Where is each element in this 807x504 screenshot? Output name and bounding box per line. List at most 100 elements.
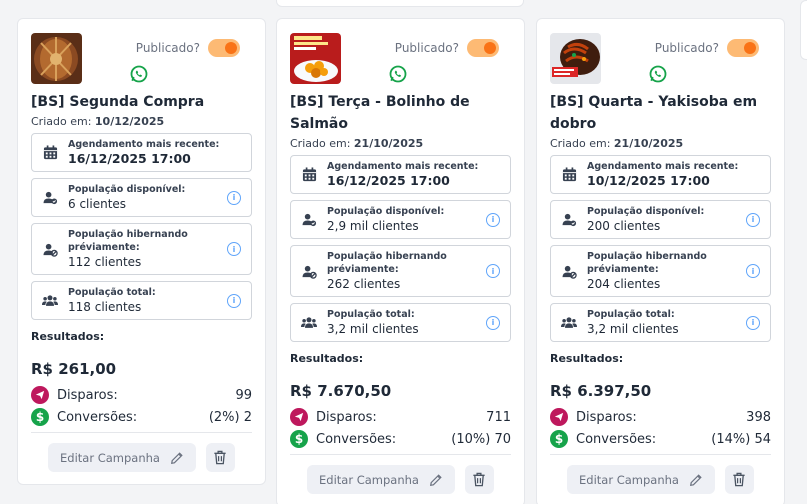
info-icon[interactable]: i bbox=[746, 315, 760, 330]
campaign-card: Publicado? [BS] Quarta - Yakisoba em dob… bbox=[536, 18, 785, 504]
info-icon[interactable]: i bbox=[227, 242, 241, 256]
hibernating-pop-value: 262 clientes bbox=[327, 277, 401, 291]
campaign-thumbnail bbox=[31, 33, 82, 84]
delete-campaign-button[interactable] bbox=[464, 465, 494, 494]
info-icon[interactable]: i bbox=[227, 293, 241, 308]
revenue-value: R$ 7.670,50 bbox=[290, 382, 392, 400]
trash-icon bbox=[214, 450, 227, 465]
edit-campaign-button[interactable]: Editar Campanha bbox=[307, 465, 455, 494]
hibernating-pop-value: 204 clientes bbox=[587, 277, 661, 291]
publish-toggle-group: Publicado? bbox=[655, 39, 759, 57]
send-icon bbox=[550, 408, 568, 426]
user-blocked-icon bbox=[561, 263, 577, 279]
publish-toggle[interactable] bbox=[208, 39, 240, 57]
card-stub-right bbox=[800, 0, 807, 60]
created-date: Criado em: 21/10/2025 bbox=[290, 137, 424, 150]
publish-toggle-group: Publicado? bbox=[395, 39, 499, 57]
publish-label: Publicado? bbox=[135, 41, 200, 55]
campaign-title: [BS] Quarta - Yakisoba em dobro bbox=[550, 94, 758, 132]
calendar-icon bbox=[561, 167, 577, 183]
publish-toggle[interactable] bbox=[467, 39, 499, 57]
dollar-icon: $ bbox=[290, 430, 308, 448]
available-pop-box: População disponível: 6 clientes i bbox=[31, 178, 252, 217]
campaign-card: Publicado? [BS] Segunda Compra Criado em… bbox=[17, 18, 266, 485]
pencil-icon bbox=[689, 473, 702, 486]
conversions-value: (2%) 2 bbox=[208, 409, 252, 425]
info-icon[interactable]: i bbox=[227, 190, 241, 205]
total-pop-value: 118 clientes bbox=[68, 300, 142, 314]
available-pop-box: População disponível: 2,9 mil clientes i bbox=[290, 200, 511, 239]
user-check-icon bbox=[301, 212, 317, 228]
calendar-icon bbox=[301, 167, 317, 183]
edit-campaign-button[interactable]: Editar Campanha bbox=[48, 443, 196, 472]
last-schedule-value: 16/12/2025 17:00 bbox=[68, 151, 191, 166]
hibernating-pop-value: 112 clientes bbox=[68, 255, 142, 269]
total-pop-box: População total: 3,2 mil clientes i bbox=[550, 303, 771, 342]
campaign-title: [BS] Segunda Compra bbox=[31, 94, 205, 110]
sends-row: Disparos: 398 bbox=[550, 408, 771, 426]
users-icon bbox=[42, 293, 58, 309]
total-pop-value: 3,2 mil clientes bbox=[587, 322, 679, 336]
available-pop-value: 6 clientes bbox=[68, 197, 127, 211]
conversions-value: (10%) 70 bbox=[451, 431, 511, 447]
sends-value: 99 bbox=[235, 387, 252, 403]
dollar-icon: $ bbox=[31, 408, 49, 426]
revenue-value: R$ 6.397,50 bbox=[550, 382, 652, 400]
sends-row: Disparos: 99 bbox=[31, 386, 252, 404]
send-icon bbox=[290, 408, 308, 426]
card-stub-top bbox=[276, 0, 524, 7]
user-blocked-icon bbox=[301, 263, 317, 279]
created-date: Criado em: 10/12/2025 bbox=[31, 115, 165, 128]
conversions-row: $ Conversões: (10%) 70 bbox=[290, 430, 511, 448]
delete-campaign-button[interactable] bbox=[724, 465, 754, 494]
publish-toggle-group: Publicado? bbox=[136, 39, 240, 57]
pencil-icon bbox=[429, 473, 442, 486]
conversions-row: $ Conversões: (14%) 54 bbox=[550, 430, 771, 448]
edit-campaign-button[interactable]: Editar Campanha bbox=[567, 465, 715, 494]
info-icon[interactable]: i bbox=[486, 212, 500, 227]
delete-campaign-button[interactable] bbox=[205, 443, 235, 472]
sends-value: 711 bbox=[486, 409, 511, 425]
info-icon[interactable]: i bbox=[746, 212, 760, 227]
total-pop-value: 3,2 mil clientes bbox=[327, 322, 419, 336]
calendar-icon bbox=[42, 145, 58, 161]
last-schedule-box: Agendamento mais recente: 16/12/2025 17:0… bbox=[31, 133, 252, 172]
revenue-value: R$ 261,00 bbox=[31, 360, 117, 378]
users-icon bbox=[301, 315, 317, 331]
dollar-icon: $ bbox=[550, 430, 568, 448]
hibernating-pop-box: População hibernando préviamente: 204 cli… bbox=[550, 245, 771, 297]
info-icon[interactable]: i bbox=[486, 315, 500, 330]
whatsapp-icon bbox=[389, 65, 407, 83]
created-date: Criado em: 21/10/2025 bbox=[550, 137, 684, 150]
conversions-row: $ Conversões: (2%) 2 bbox=[31, 408, 252, 426]
hibernating-pop-box: População hibernando préviamente: 112 cli… bbox=[31, 223, 252, 275]
sends-value: 398 bbox=[746, 409, 771, 425]
pencil-icon bbox=[170, 451, 183, 464]
campaign-card: Publicado? [BS] Terça - Bolinho de Salmã… bbox=[276, 18, 525, 504]
info-icon[interactable]: i bbox=[486, 264, 500, 278]
available-pop-box: População disponível: 200 clientes i bbox=[550, 200, 771, 239]
available-pop-value: 200 clientes bbox=[587, 219, 661, 233]
whatsapp-icon bbox=[130, 65, 148, 83]
users-icon bbox=[561, 315, 577, 331]
send-icon bbox=[31, 386, 49, 404]
trash-icon bbox=[473, 472, 486, 487]
publish-toggle[interactable] bbox=[727, 39, 759, 57]
conversions-value: (14%) 54 bbox=[711, 431, 771, 447]
last-schedule-value: 10/12/2025 17:00 bbox=[587, 173, 710, 188]
trash-icon bbox=[733, 472, 746, 487]
results-label: Resultados: bbox=[550, 352, 624, 365]
available-pop-value: 2,9 mil clientes bbox=[327, 219, 419, 233]
sends-row: Disparos: 711 bbox=[290, 408, 511, 426]
total-pop-box: População total: 3,2 mil clientes i bbox=[290, 303, 511, 342]
campaign-thumbnail bbox=[550, 33, 601, 84]
last-schedule-box: Agendamento mais recente: 10/12/2025 17:0… bbox=[550, 155, 771, 194]
user-blocked-icon bbox=[42, 241, 58, 257]
last-schedule-value: 16/12/2025 17:00 bbox=[327, 173, 450, 188]
whatsapp-icon bbox=[649, 65, 667, 83]
info-icon[interactable]: i bbox=[746, 264, 760, 278]
publish-label: Publicado? bbox=[654, 41, 719, 55]
total-pop-box: População total: 118 clientes i bbox=[31, 281, 252, 320]
results-label: Resultados: bbox=[290, 352, 364, 365]
